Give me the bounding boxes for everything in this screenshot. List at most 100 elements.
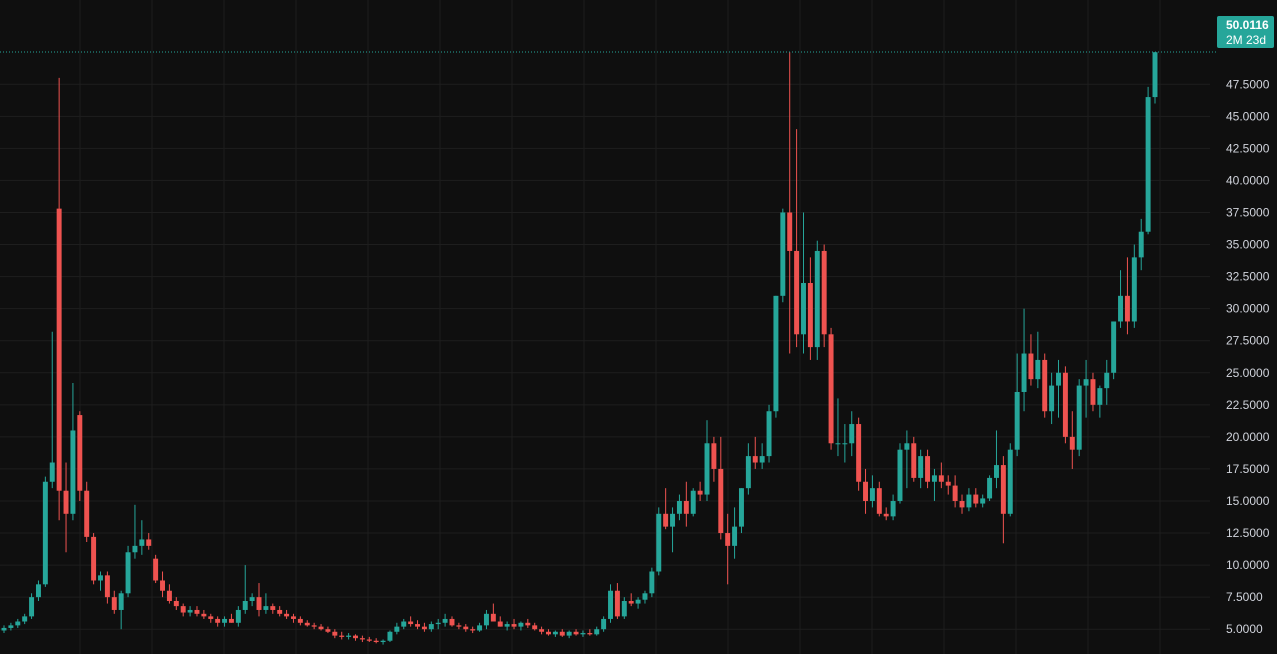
candle	[1145, 86, 1151, 235]
candle-body	[835, 443, 841, 445]
candle-body	[332, 631, 338, 636]
candle	[725, 513, 731, 585]
candle-body	[1152, 52, 1158, 98]
candle-body	[608, 590, 613, 619]
candle	[1152, 52, 1158, 104]
candle-body	[1145, 97, 1151, 232]
candle	[601, 616, 607, 632]
candle-body	[77, 415, 83, 491]
candle-body	[993, 465, 999, 478]
y-tick-label: 37.5000	[1226, 205, 1270, 219]
candle	[745, 443, 751, 495]
candle-body	[139, 539, 145, 546]
candle	[242, 565, 248, 614]
candle-body	[1090, 379, 1096, 405]
y-tick-label: 12.5000	[1226, 526, 1270, 540]
candle	[911, 436, 917, 482]
candle	[228, 613, 234, 623]
candle	[1062, 366, 1068, 444]
candle	[1124, 257, 1130, 335]
candle	[477, 622, 483, 632]
candle-body	[297, 618, 303, 623]
candle	[780, 208, 786, 303]
candle-body	[801, 283, 806, 335]
candle-body	[752, 456, 758, 463]
candle-body	[35, 584, 41, 598]
candle-body	[166, 590, 172, 601]
candle	[849, 411, 855, 457]
candle-body	[973, 494, 979, 504]
candles	[1, 52, 1158, 645]
candle-body	[704, 443, 710, 495]
candle-body	[525, 622, 531, 626]
candle	[959, 494, 965, 514]
candle	[415, 620, 421, 630]
candle	[938, 462, 944, 489]
candle-body	[125, 552, 131, 594]
candle	[670, 507, 676, 553]
candle	[180, 603, 186, 617]
candle	[993, 430, 999, 489]
candle	[532, 622, 538, 631]
candle-body	[663, 513, 669, 527]
candle	[566, 630, 572, 639]
candle	[359, 635, 365, 643]
candle	[98, 571, 103, 591]
candle	[642, 590, 648, 604]
y-tick-label: 20.0000	[1226, 430, 1270, 444]
candle	[511, 618, 517, 630]
candle-body	[745, 456, 751, 489]
y-tick-label: 17.5000	[1226, 462, 1270, 476]
candle	[525, 618, 531, 628]
candle-body	[132, 545, 138, 553]
y-tick-label: 22.5000	[1226, 398, 1270, 412]
candle	[456, 622, 462, 630]
candle	[552, 630, 558, 637]
candle-body	[408, 621, 414, 625]
candle	[1138, 218, 1144, 271]
candle-body	[311, 625, 317, 627]
candle	[794, 129, 800, 348]
candle	[249, 593, 255, 607]
candle	[215, 616, 221, 627]
candle-body	[911, 443, 917, 478]
candle-body	[518, 622, 524, 627]
candle	[1035, 331, 1041, 389]
candle-body	[8, 625, 14, 628]
candle-body	[656, 513, 662, 572]
candle-body	[1007, 449, 1013, 514]
candle	[628, 593, 634, 607]
candle	[752, 436, 758, 469]
candle	[421, 622, 427, 632]
candle-body	[201, 613, 207, 617]
candle	[332, 629, 338, 639]
candle-body	[346, 635, 352, 637]
candle	[373, 638, 379, 644]
candle	[263, 593, 269, 614]
price-axis[interactable]: 5.0000 7.5000 10.0000 12.5000 15.0000 17.5000…	[1226, 77, 1270, 636]
gridlines	[0, 0, 1210, 654]
candle	[401, 618, 407, 630]
candle-body	[456, 625, 462, 627]
candle	[394, 622, 400, 635]
candle-body	[539, 629, 545, 632]
candle-body	[463, 626, 469, 630]
candle-body	[670, 513, 676, 527]
candle-body	[353, 635, 358, 639]
candle	[594, 626, 600, 636]
candle-body	[1, 627, 7, 631]
candle	[876, 481, 882, 517]
candle-body	[580, 633, 586, 635]
candle-body	[945, 481, 951, 486]
candle	[546, 629, 551, 636]
candle-body	[242, 600, 248, 610]
bar-countdown: 2M 23d	[1226, 33, 1266, 47]
candle	[490, 603, 496, 622]
candle-body	[594, 629, 600, 635]
candle-body	[759, 456, 765, 463]
candle	[580, 630, 586, 637]
candle-body	[711, 443, 717, 469]
candle-body	[952, 485, 958, 501]
